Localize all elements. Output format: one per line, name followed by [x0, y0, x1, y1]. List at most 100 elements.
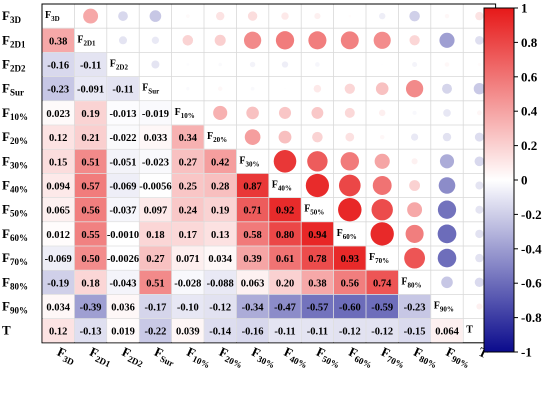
correlation-circle [118, 36, 128, 45]
correlation-cell [139, 125, 172, 149]
correlation-circle [475, 11, 484, 21]
correlation-value: 0.39 [243, 254, 261, 265]
correlation-circle [247, 11, 258, 21]
correlation-value: 0.50 [81, 254, 99, 265]
correlation-value: 0.51 [81, 157, 99, 168]
correlation-cell [107, 222, 139, 246]
colorbar-tick-label: -0.2 [521, 207, 542, 222]
correlation-cell [42, 246, 74, 270]
correlation-circle [409, 10, 420, 22]
correlation-value: 0.18 [81, 278, 99, 289]
correlation-value: 0.19 [81, 109, 99, 120]
correlation-value: -0.0026 [107, 254, 139, 265]
correlation-cell [107, 294, 139, 319]
correlation-cell [42, 77, 74, 101]
correlation-value: 0.94 [308, 230, 327, 241]
x-tick-label-group: F3D [55, 344, 76, 368]
correlation-circle [214, 34, 226, 46]
correlation-cell [74, 77, 107, 101]
x-tick-label-group: F20% [217, 344, 244, 370]
correlation-cell [74, 222, 107, 246]
correlation-circle [373, 31, 391, 49]
correlation-circle [412, 61, 418, 68]
colorbar-gradient [483, 7, 515, 353]
correlation-value: -0.23 [47, 85, 69, 96]
y-tick-label: T [2, 323, 11, 338]
correlation-cell [107, 149, 139, 173]
correlation-value: -0.11 [274, 327, 295, 338]
correlation-value: 0.71 [243, 206, 261, 217]
correlation-cell [172, 173, 204, 198]
correlation-value: -0.16 [47, 61, 69, 72]
correlation-circle [284, 87, 286, 90]
correlation-value: -0.0010 [107, 230, 139, 241]
correlation-cell [269, 319, 301, 343]
diagonal-label: F80% [401, 276, 421, 289]
correlation-cell [172, 149, 204, 173]
correlation-circle [438, 177, 456, 194]
correlation-value: -0.39 [80, 303, 102, 314]
correlation-value: 0.039 [176, 327, 200, 338]
correlation-circle [249, 61, 256, 68]
correlation-cell [139, 198, 172, 222]
x-tick-label-group: FSur [152, 344, 175, 369]
correlation-circle [278, 106, 292, 119]
correlation-cell [269, 294, 301, 319]
correlation-cell [74, 173, 107, 198]
y-tick-label: F50% [2, 202, 28, 219]
correlation-circle [273, 150, 297, 173]
correlation-value: -0.088 [207, 278, 234, 289]
correlation-cell [236, 270, 269, 294]
correlation-cell [366, 294, 398, 319]
correlation-cell [269, 222, 301, 246]
correlation-circle [315, 62, 320, 67]
diagonal-label: F30% [239, 155, 259, 168]
correlation-value: -0.022 [109, 133, 136, 144]
correlation-cell [236, 222, 269, 246]
correlation-value: 0.064 [435, 327, 459, 338]
correlation-circle [474, 132, 484, 142]
correlation-cell [172, 125, 204, 149]
correlation-cell [42, 52, 74, 77]
correlation-cell [366, 270, 398, 294]
correlation-value: 0.071 [176, 254, 200, 265]
correlation-cell [236, 173, 269, 198]
correlation-cell [107, 77, 139, 101]
correlation-cell [204, 173, 236, 198]
correlation-value: 0.13 [211, 230, 229, 241]
correlation-circle [443, 109, 451, 117]
correlation-circle [375, 82, 389, 95]
x-tick-label: F50% [313, 344, 344, 370]
correlation-value: -0.11 [307, 327, 328, 338]
correlation-value: -0.037 [109, 206, 136, 217]
correlation-circle [218, 62, 222, 67]
correlation-cell [236, 319, 269, 343]
correlation-circle [185, 14, 190, 18]
correlation-value: 0.57 [81, 182, 99, 193]
correlation-cell [236, 294, 269, 319]
correlation-circle [149, 10, 162, 22]
correlation-value: 0.51 [146, 278, 164, 289]
correlation-value: -0.12 [209, 303, 231, 314]
correlation-circle [243, 31, 262, 49]
correlation-value: 0.036 [111, 303, 135, 314]
correlation-value: -0.16 [242, 327, 264, 338]
correlation-value: -0.0056 [139, 182, 171, 193]
correlation-value: 0.24 [179, 206, 198, 217]
correlation-cell [172, 222, 204, 246]
correlation-circle [409, 180, 421, 191]
correlation-value: 0.063 [241, 278, 265, 289]
y-tick-label: F20% [2, 129, 28, 146]
correlation-cell [334, 246, 366, 270]
x-tick-label: F2D1 [86, 344, 115, 370]
correlation-value: -0.091 [77, 85, 104, 96]
correlation-value: 0.56 [341, 278, 359, 289]
correlation-circle [246, 106, 259, 120]
correlation-value: -0.11 [112, 85, 133, 96]
correlation-circle [476, 303, 483, 310]
correlation-value: 0.034 [208, 254, 232, 265]
y-tick-label: F80% [2, 274, 28, 291]
correlation-circle [250, 86, 255, 91]
correlation-value: 0.034 [46, 303, 70, 314]
correlation-circle [186, 87, 190, 91]
